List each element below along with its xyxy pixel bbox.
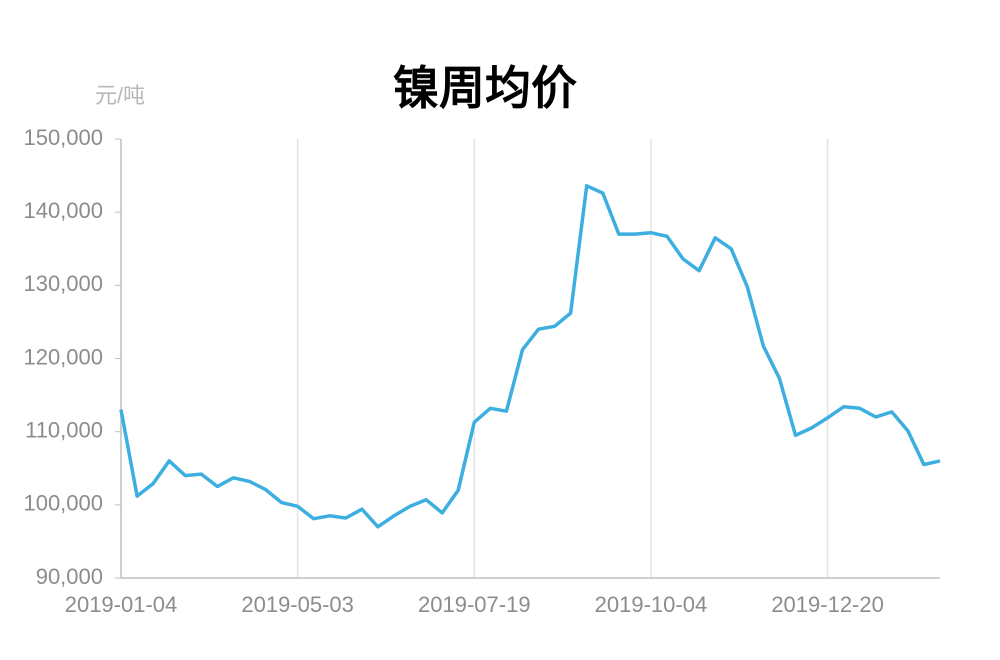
x-tick-label: 2019-12-20	[771, 592, 884, 617]
data-line	[119, 184, 941, 529]
x-tick-label: 2019-07-19	[418, 592, 531, 617]
y-axis-unit: 元/吨	[95, 83, 145, 108]
y-tick-label: 130,000	[23, 271, 103, 296]
x-tick-label: 2019-01-04	[65, 592, 178, 617]
x-tick-label: 2019-05-03	[241, 592, 354, 617]
y-tick-label: 90,000	[36, 564, 103, 589]
y-tick-label: 100,000	[23, 491, 103, 516]
y-tick-label: 120,000	[23, 344, 103, 369]
y-tick-label: 110,000	[25, 417, 103, 442]
x-tick-label: 2019-10-04	[595, 592, 708, 617]
y-tick-label: 140,000	[23, 198, 103, 223]
y-tick-label: 150,000	[23, 125, 103, 150]
chart-title: 镍周均价	[393, 62, 577, 114]
